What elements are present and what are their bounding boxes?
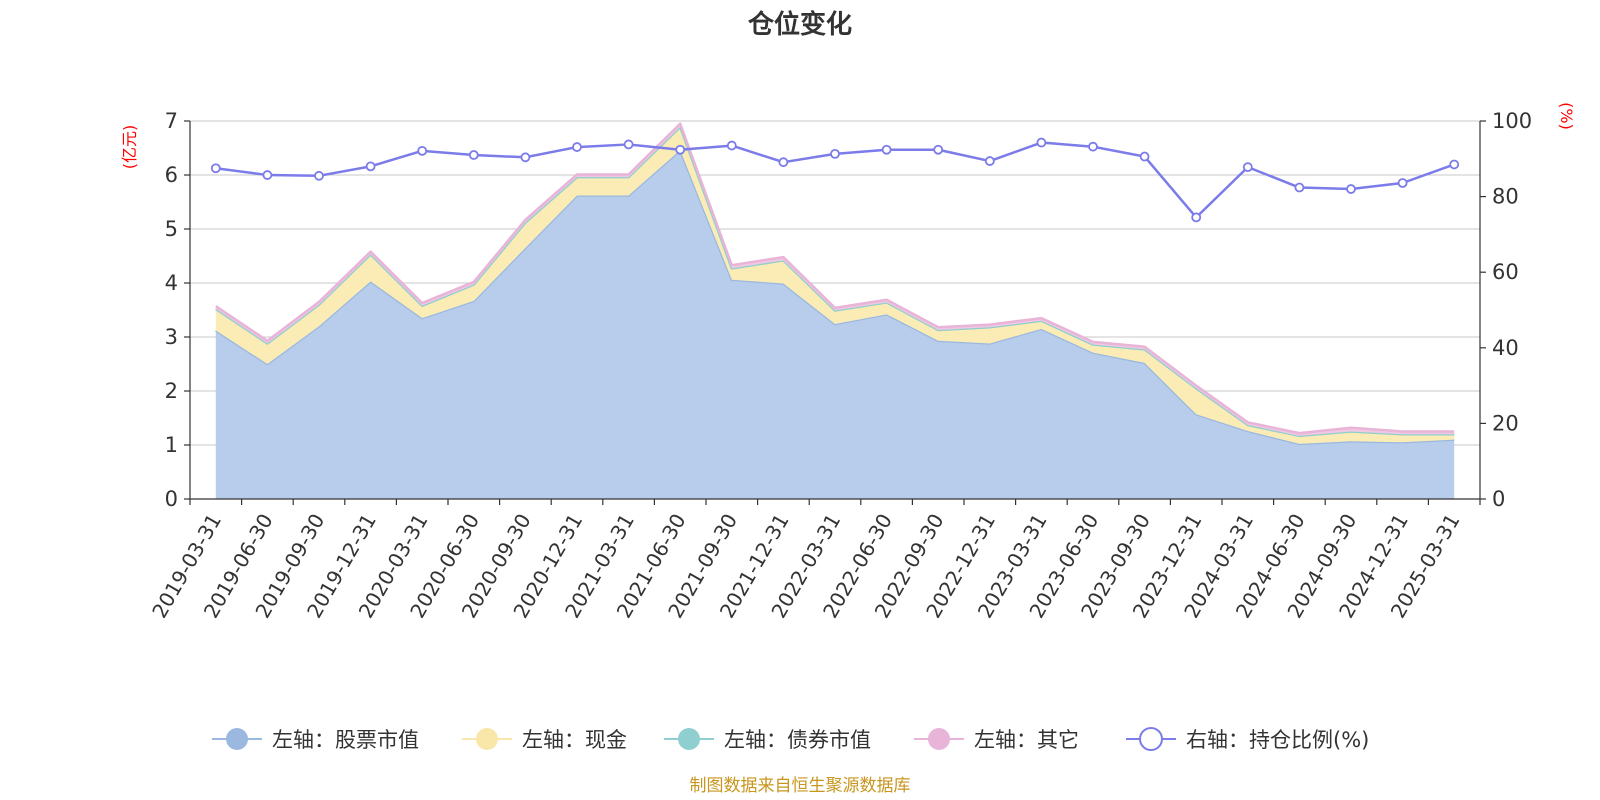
legend-label: 左轴：现金: [522, 728, 627, 752]
left-axis-tick-label: 0: [165, 487, 178, 511]
ratio-point[interactable]: [1191, 212, 1202, 223]
ratio-point[interactable]: [623, 139, 634, 150]
right-axis-tick-label: 0: [1492, 487, 1505, 511]
legend-item-2[interactable]: 左轴：债券市值: [664, 728, 871, 752]
ratio-point[interactable]: [830, 148, 840, 159]
ratio-point[interactable]: [1294, 182, 1305, 193]
right-axis-tick-label: 20: [1492, 411, 1519, 435]
legend: 左轴：股票市值 左轴：现金 左轴：债券市值 左轴：其它 右轴：持仓比例(%): [212, 727, 1369, 752]
chart-title: 仓位变化: [747, 9, 852, 40]
ratio-point[interactable]: [881, 144, 892, 155]
ratio-point[interactable]: [572, 142, 582, 152]
ratio-point[interactable]: [1346, 184, 1356, 194]
legend-marker: [1139, 727, 1163, 751]
ratio-point[interactable]: [468, 150, 479, 160]
left-axis-tick-label: 5: [165, 217, 178, 241]
legend-item-4[interactable]: 右轴：持仓比例(%): [1126, 727, 1369, 752]
ratio-point[interactable]: [778, 157, 789, 168]
ratio-point[interactable]: [933, 144, 944, 155]
ratio-point[interactable]: [984, 156, 995, 166]
ratio-point[interactable]: [1397, 178, 1408, 188]
ratio-point[interactable]: [365, 161, 376, 172]
stacked-areas: [215, 122, 1455, 499]
legend-label: 右轴：持仓比例(%): [1186, 728, 1369, 752]
legend-label: 左轴：其它: [974, 728, 1079, 752]
legend-item-1[interactable]: 左轴：现金: [462, 728, 627, 752]
left-axis-tick-label: 1: [165, 433, 178, 457]
ratio-point[interactable]: [520, 152, 531, 163]
left-axis-unit: (亿元): [120, 125, 139, 170]
right-axis-unit: (%): [1557, 102, 1576, 130]
legend-marker: [928, 728, 950, 750]
right-axis-tick-label: 60: [1492, 260, 1519, 284]
left-axis-tick-label: 2: [165, 379, 178, 403]
left-axis-tick-label: 7: [165, 109, 178, 133]
ratio-point[interactable]: [1242, 162, 1253, 173]
right-axis-tick-label: 80: [1492, 185, 1519, 209]
ratio-point[interactable]: [1088, 141, 1098, 152]
legend-marker: [226, 728, 248, 750]
ratio-point[interactable]: [726, 140, 737, 151]
right-axis-tick-label: 100: [1492, 109, 1532, 133]
data-source-note: 制图数据来自恒生聚源数据库: [690, 776, 911, 796]
legend-marker: [476, 728, 498, 750]
ratio-point[interactable]: [1449, 159, 1460, 170]
legend-label: 左轴：债券市值: [724, 728, 871, 752]
legend-marker: [678, 728, 700, 750]
ratio-point[interactable]: [675, 144, 686, 155]
legend-label: 左轴：股票市值: [272, 728, 419, 752]
area-edge-3: [215, 122, 1455, 435]
left-axis-tick-label: 3: [165, 325, 178, 349]
ratio-point[interactable]: [1036, 137, 1047, 148]
ratio-point[interactable]: [314, 170, 324, 181]
right-axis-tick-label: 40: [1492, 336, 1519, 360]
ratio-point[interactable]: [262, 170, 273, 180]
left-axis-tick-label: 4: [165, 271, 178, 295]
ratio-line-layer: [210, 137, 1460, 223]
left-axis-tick-label: 6: [165, 163, 178, 187]
ratio-point[interactable]: [1139, 151, 1150, 162]
legend-item-3[interactable]: 左轴：其它: [914, 728, 1079, 752]
legend-item-0[interactable]: 左轴：股票市值: [212, 728, 419, 752]
ratio-point[interactable]: [210, 163, 221, 174]
ratio-point[interactable]: [417, 145, 428, 156]
